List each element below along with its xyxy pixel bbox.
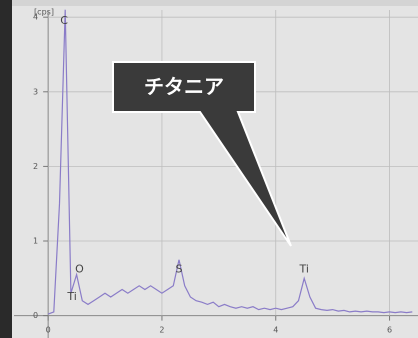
peak-label: Ti — [298, 262, 308, 275]
y-tick-label: 3 — [33, 87, 38, 96]
x-tick-label: 6 — [387, 326, 392, 335]
y-tick-label: 4 — [33, 13, 38, 22]
x-tick-label: 2 — [159, 326, 164, 335]
x-tick-label: 0 — [46, 326, 51, 335]
peak-label: Ti — [66, 290, 76, 303]
callout-text: チタニア — [144, 75, 224, 99]
y-tick-label: 1 — [33, 237, 38, 246]
peak-label: C — [60, 14, 68, 27]
peak-label: S — [176, 262, 183, 275]
chart: [cps] 012340246COTiSTiチタニア — [0, 0, 418, 338]
y-tick-label: 2 — [33, 162, 38, 171]
y-tick-label: 0 — [33, 311, 38, 320]
x-tick-label: 4 — [273, 326, 278, 335]
screen-edge — [0, 0, 12, 338]
peak-label: O — [75, 262, 84, 275]
